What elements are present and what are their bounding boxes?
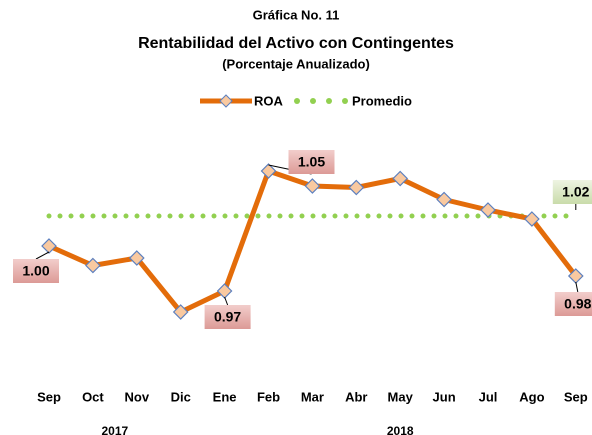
data-marker (304, 178, 321, 194)
chart-title: Gráfica No. 11 (253, 7, 340, 22)
x-tick-label: Jul (479, 389, 498, 404)
x-tick-label: Sep (564, 389, 588, 404)
label-leader (35, 251, 50, 260)
legend-dot (326, 98, 332, 104)
x-tick-label: Oct (82, 389, 104, 404)
x-tick-label: Dic (171, 389, 191, 404)
label-box (13, 259, 59, 283)
x-group-label: 2017 (101, 424, 128, 435)
legend-dot (294, 98, 300, 104)
x-tick-label: Sep (37, 389, 61, 404)
data-label: 0.98 (564, 296, 591, 312)
x-group-label: 2018 (387, 424, 414, 435)
x-tick-label: Ago (519, 389, 544, 404)
x-tick-label: May (388, 389, 414, 404)
data-label: 1.05 (298, 154, 325, 170)
data-marker (128, 250, 145, 266)
data-label: 1.00 (22, 263, 49, 279)
x-tick-label: Mar (301, 389, 324, 404)
data-marker (85, 257, 101, 274)
label-box (204, 305, 251, 329)
data-marker (392, 170, 409, 187)
label-leader (224, 296, 229, 306)
chart-subtitle: (Porcentaje Anualizado) (222, 56, 370, 71)
legend-dot (310, 98, 316, 104)
data-label: 1.02 (562, 184, 589, 200)
x-tick-label: Ene (213, 389, 237, 404)
data-marker (436, 191, 452, 208)
chart-subtitle: Rentabilidad del Activo con Contingentes (138, 35, 454, 52)
label-box (552, 180, 592, 204)
label-leader (575, 281, 579, 293)
label-box (288, 150, 335, 174)
legend-label: ROA (254, 93, 284, 108)
data-marker (524, 211, 540, 227)
data-label: 0.97 (214, 309, 241, 325)
legend-label: Promedio (352, 93, 412, 108)
legend-marker (219, 94, 233, 108)
data-marker (348, 179, 365, 196)
legend-dot (342, 98, 348, 104)
x-tick-label: Jun (433, 389, 456, 404)
label-box (554, 292, 592, 316)
x-tick-label: Feb (257, 389, 280, 404)
data-marker (260, 163, 277, 179)
x-tick-label: Abr (345, 389, 367, 404)
data-marker (480, 202, 496, 218)
x-tick-label: Nov (125, 389, 150, 404)
data-marker (41, 238, 57, 254)
data-marker (172, 304, 189, 320)
